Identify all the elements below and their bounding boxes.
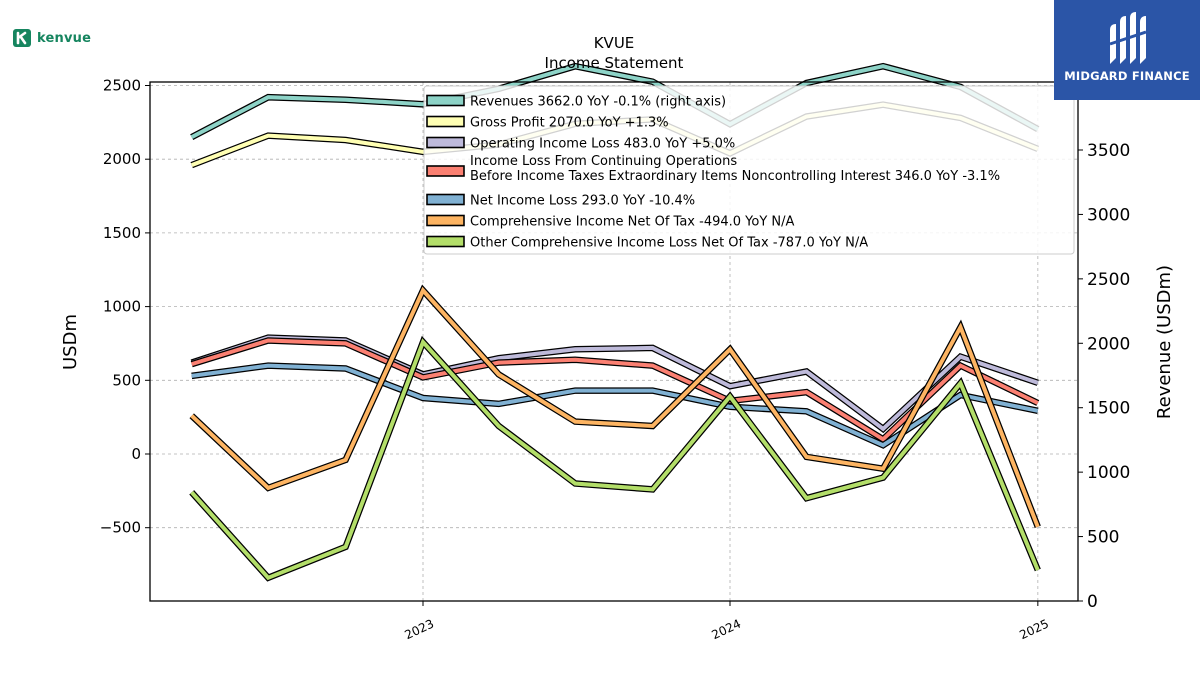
legend-swatch <box>426 214 465 227</box>
series-revenues <box>190 62 1040 140</box>
series-line <box>190 286 1040 528</box>
y-tick-label-left: 500 <box>112 371 141 389</box>
legend: Revenues 3662.0 YoY -0.1% (right axis) Gr… <box>423 85 1075 255</box>
legend-entry-text: Other Comprehensive Income Loss Net Of T… <box>470 236 868 251</box>
series-line <box>191 338 1039 442</box>
plot-frame <box>149 81 1079 602</box>
legend-box <box>423 85 1075 255</box>
legend-entry-text: Revenues 3662.0 YoY -0.1% (right axis) <box>470 95 726 110</box>
series-line <box>190 64 1039 139</box>
legend-entry-text: Operating Income Loss 483.0 YoY +5.0% <box>470 137 735 152</box>
y-tick-label-right: 500 <box>1087 528 1119 548</box>
legend-entry-text: Income Loss From Continuing Operations <box>470 154 737 169</box>
chart-subtitle: Income Statement <box>545 54 684 72</box>
legend-entry-text: Comprehensive Income Net Of Tax -494.0 Y… <box>470 215 795 230</box>
kenvue-wordmark: kenvue <box>37 30 92 46</box>
y-tick-label-left: 1500 <box>103 224 141 242</box>
midgard-emblem-icon <box>1109 12 1147 64</box>
y-tick-label-left: 0 <box>131 445 141 463</box>
y-tick-label-right: 3500 <box>1087 141 1130 161</box>
series-comprehensive-income-net-of-tax <box>189 284 1041 528</box>
series-line <box>190 338 1040 581</box>
y-tick-label-left: 2000 <box>103 150 141 168</box>
legend-swatch <box>426 193 465 206</box>
legend-swatch <box>426 136 465 149</box>
x-tick-label: 2023 <box>403 617 437 643</box>
kenvue-k-icon <box>12 28 32 48</box>
y-tick-label-right: 2500 <box>1087 270 1130 290</box>
legend-entry-text: Net Income Loss 293.0 YoY -10.4% <box>470 194 695 209</box>
series-line-outline <box>189 335 1041 582</box>
y-tick-label-right: 2000 <box>1087 334 1130 354</box>
series-other-comprehensive-income-loss-net-of-tax <box>189 335 1041 582</box>
midgard-finance-logo: MIDGARD FINANCE <box>1054 0 1200 100</box>
y-tick-label-right: 3000 <box>1087 205 1130 225</box>
y-tick-label-right: 1000 <box>1087 463 1130 483</box>
x-tick-label: 2024 <box>710 617 744 643</box>
legend-swatch <box>426 165 465 177</box>
legend-swatch <box>426 235 465 248</box>
y-tick-label-left: 1000 <box>103 298 141 316</box>
chart-title: KVUE <box>594 34 635 52</box>
y-axis-label-right: Revenue (USDm) <box>1154 265 1175 419</box>
series-income-loss-from-continuing-operations-before-in <box>190 337 1040 444</box>
y-tick-label-left: −500 <box>100 519 141 537</box>
midgard-finance-wordmark: MIDGARD FINANCE <box>1064 69 1190 83</box>
series-lines <box>189 62 1041 582</box>
series-line <box>191 363 1039 448</box>
legend-swatch <box>426 115 465 128</box>
y-axis-label-left: USDm <box>60 314 81 370</box>
legend-swatch <box>426 94 465 107</box>
series-net-income-loss <box>191 362 1039 449</box>
y-tick-label-right: 1500 <box>1087 399 1130 419</box>
legend-entry-text: Gross Profit 2070.0 YoY +1.3% <box>470 116 669 131</box>
y-tick-label-right: 0 <box>1087 592 1098 612</box>
legend-entry-text: Before Income Taxes Extraordinary Items … <box>470 169 1000 184</box>
y-tick-label-left: 2500 <box>103 77 141 95</box>
x-tick-label: 2025 <box>1017 617 1051 643</box>
kenvue-logo: kenvue <box>12 28 91 48</box>
